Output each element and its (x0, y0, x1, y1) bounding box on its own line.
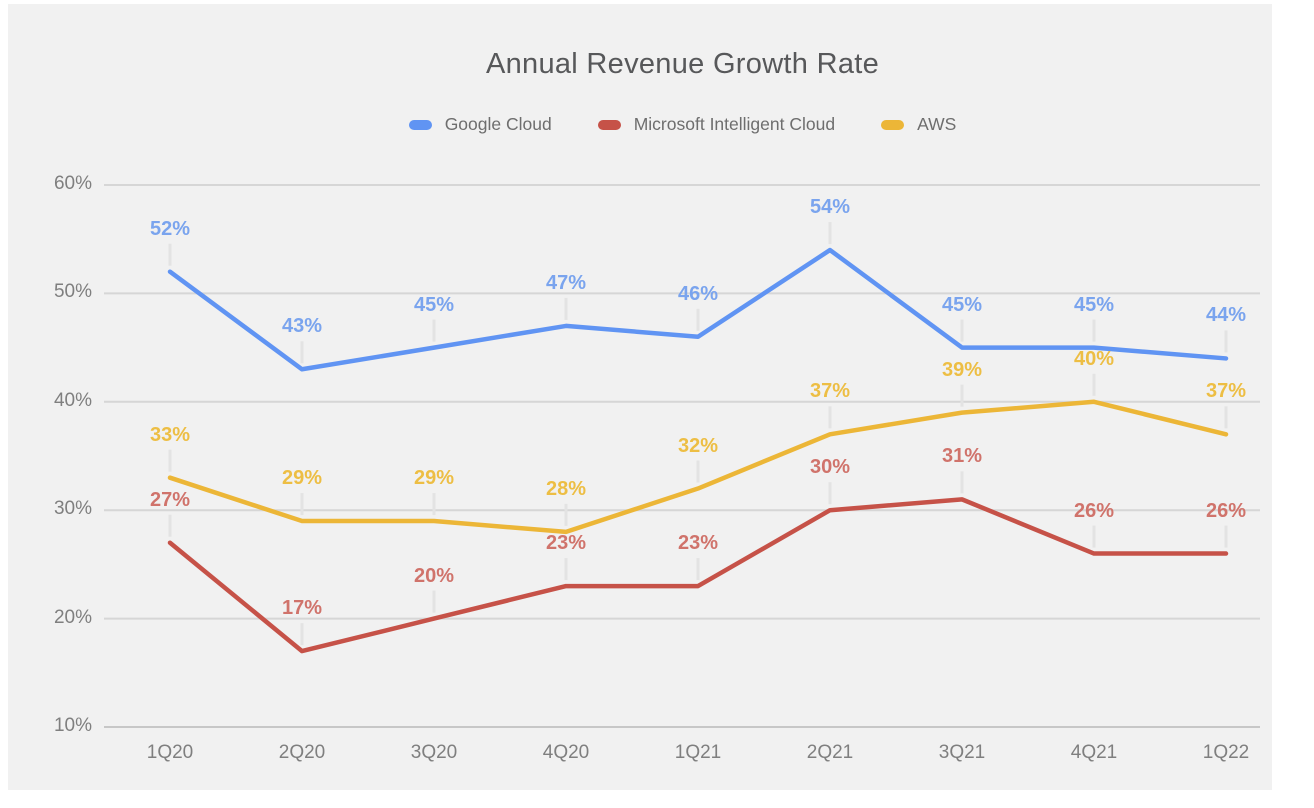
series-line-aws (167, 399, 1229, 535)
series-line-microsoft-intelligent-cloud (167, 497, 1229, 654)
legend-label: Google Cloud (444, 114, 552, 134)
legend-item-google-cloud: Google Cloud (408, 114, 552, 135)
legend-swatch-microsoft-intelligent-cloud (597, 119, 621, 130)
legend-swatch-aws (881, 119, 905, 130)
legend-item-aws: AWS (881, 114, 956, 135)
legend-label: Microsoft Intelligent Cloud (633, 114, 836, 134)
legend: Google Cloud Microsoft Intelligent Cloud A… (105, 114, 1260, 135)
chart-panel (8, 4, 1272, 790)
series-line-google-cloud (167, 247, 1229, 372)
legend-item-microsoft-intelligent-cloud: Microsoft Intelligent Cloud (597, 114, 836, 135)
legend-swatch-google-cloud (408, 119, 432, 130)
chart-title: Annual Revenue Growth Rate (485, 48, 880, 80)
legend-label: AWS (917, 114, 957, 134)
